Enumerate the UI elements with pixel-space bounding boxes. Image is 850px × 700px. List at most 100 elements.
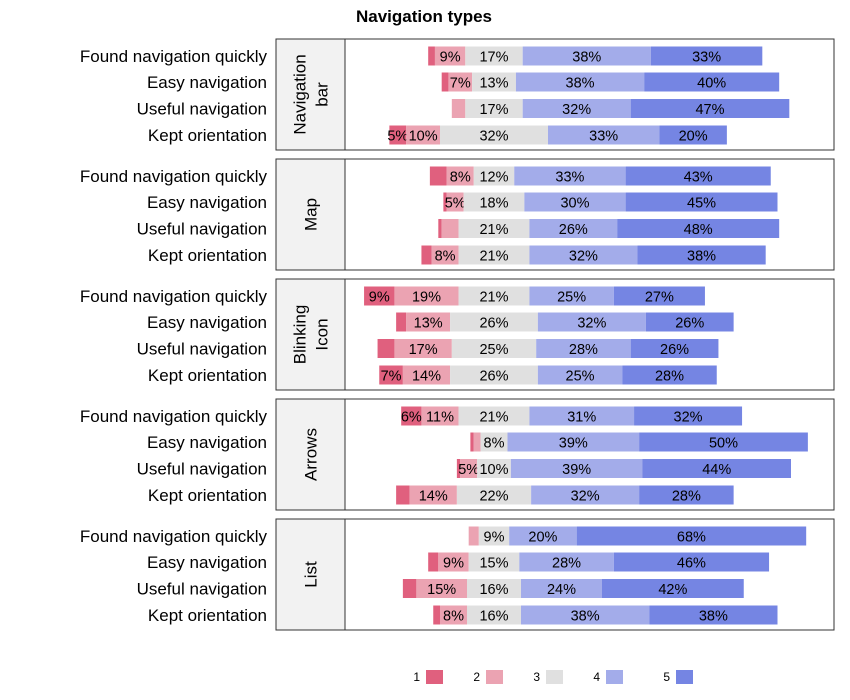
segment-label: 17% bbox=[409, 342, 438, 358]
segment-label: 39% bbox=[559, 436, 588, 452]
bar-segment bbox=[450, 312, 538, 332]
bar-segment bbox=[409, 485, 457, 505]
segment-label: 6% bbox=[401, 410, 422, 426]
bar-segment bbox=[659, 125, 727, 145]
panel: List Found navigation quickly 9% 20% 68% Easy… bbox=[80, 518, 835, 631]
bar-segment bbox=[434, 46, 466, 66]
segment-label: 22% bbox=[479, 489, 508, 505]
segment-label: 38% bbox=[687, 249, 716, 265]
bar-segment bbox=[396, 485, 410, 505]
segment-label: 33% bbox=[555, 170, 584, 186]
legend-item: 1 bbox=[413, 670, 443, 684]
segment-label: 42% bbox=[658, 582, 687, 598]
segment-label: 38% bbox=[699, 609, 728, 625]
segment-label: 21% bbox=[479, 290, 508, 306]
segment-label: 17% bbox=[479, 50, 508, 66]
segment-label: 26% bbox=[559, 222, 588, 238]
bar-segment bbox=[537, 312, 646, 332]
segment-label: 43% bbox=[684, 170, 713, 186]
segment-label: 27% bbox=[645, 290, 674, 306]
row-label: Useful navigation bbox=[137, 220, 267, 239]
legend-label: 5 bbox=[663, 670, 670, 684]
bar-segment bbox=[446, 166, 474, 186]
bar-segment bbox=[379, 365, 403, 385]
row-label: Useful navigation bbox=[137, 100, 267, 119]
segment-label: 21% bbox=[479, 222, 508, 238]
facet-strip bbox=[275, 278, 346, 391]
bar-segment bbox=[456, 459, 461, 478]
bar-segment bbox=[458, 219, 530, 238]
segment-label: 16% bbox=[479, 609, 508, 625]
segment-label: 20% bbox=[679, 129, 708, 145]
bar-segment bbox=[649, 605, 778, 625]
bar-segment bbox=[637, 245, 766, 265]
bar-segment bbox=[625, 192, 778, 212]
row-label: Found navigation quickly bbox=[80, 407, 268, 426]
bar-segment bbox=[473, 166, 515, 186]
bar-segment bbox=[402, 579, 417, 598]
bar-segment bbox=[507, 432, 640, 452]
bar-segment bbox=[630, 339, 719, 358]
row-label: Easy navigation bbox=[147, 553, 267, 572]
bar-segment bbox=[644, 72, 780, 92]
legend-key bbox=[676, 670, 693, 684]
segment-label: 26% bbox=[479, 369, 508, 385]
segment-label: 32% bbox=[674, 410, 703, 426]
facet-label-line: Blinking bbox=[291, 305, 310, 365]
legend-label: 1 bbox=[413, 670, 420, 684]
panel: Navigation bar Found navigation quickly 9% 1… bbox=[80, 38, 835, 151]
bar-segment bbox=[401, 406, 422, 426]
segment-label: 8% bbox=[443, 609, 464, 625]
bar-segment bbox=[470, 432, 474, 452]
segment-label: 39% bbox=[562, 462, 591, 478]
bar-segment bbox=[515, 72, 645, 92]
segment-label: 47% bbox=[695, 102, 724, 118]
bar-segment bbox=[406, 125, 440, 145]
bar-segment bbox=[529, 245, 638, 265]
panel: Blinking Icon Found navigation quickly 9% 19… bbox=[80, 278, 835, 391]
bar-segment bbox=[446, 192, 464, 212]
bar-segment bbox=[510, 459, 643, 478]
segment-label: 45% bbox=[687, 196, 716, 212]
segment-label: 15% bbox=[479, 556, 508, 572]
legend-item: 2 bbox=[473, 670, 503, 684]
bar-segment bbox=[421, 245, 432, 265]
bar-segment bbox=[433, 605, 440, 625]
segment-label: 25% bbox=[566, 369, 595, 385]
segment-label: 7% bbox=[450, 76, 471, 92]
legend-key bbox=[486, 670, 503, 684]
bar-segment bbox=[639, 485, 734, 505]
segment-label: 14% bbox=[419, 489, 448, 505]
panel: Arrows Found navigation quickly 6% 11% 21% 31… bbox=[80, 398, 835, 511]
bar-segment bbox=[468, 526, 479, 546]
segment-label: 68% bbox=[677, 530, 706, 546]
bar-segment bbox=[394, 286, 459, 306]
bar-segment bbox=[576, 526, 807, 546]
facet-label-line: Arrows bbox=[302, 428, 321, 481]
segment-label: 10% bbox=[409, 129, 438, 145]
segment-label: 25% bbox=[479, 342, 508, 358]
segment-label: 18% bbox=[479, 196, 508, 212]
bar-segment bbox=[465, 46, 523, 66]
segment-label: 48% bbox=[684, 222, 713, 238]
segment-label: 32% bbox=[571, 489, 600, 505]
segment-label: 44% bbox=[702, 462, 731, 478]
bar-segment bbox=[473, 432, 481, 452]
bar-segment bbox=[458, 286, 530, 306]
row-label: Kept orientation bbox=[148, 606, 267, 625]
segment-label: 5% bbox=[445, 196, 466, 212]
bar-segment bbox=[428, 46, 435, 66]
bar-segment bbox=[650, 46, 763, 66]
bar-segment bbox=[460, 459, 478, 478]
facet-label-line: bar bbox=[313, 82, 332, 107]
segment-label: 17% bbox=[479, 102, 508, 118]
row-label: Found navigation quickly bbox=[80, 167, 268, 186]
row-label: Easy navigation bbox=[147, 193, 267, 212]
segment-label: 38% bbox=[566, 76, 595, 92]
segment-label: 31% bbox=[567, 410, 596, 426]
bar-segment bbox=[451, 339, 537, 358]
facet-label-line: Icon bbox=[313, 318, 332, 350]
bar-segment bbox=[529, 406, 635, 426]
row-label: Easy navigation bbox=[147, 313, 267, 332]
segment-label: 9% bbox=[484, 530, 505, 546]
